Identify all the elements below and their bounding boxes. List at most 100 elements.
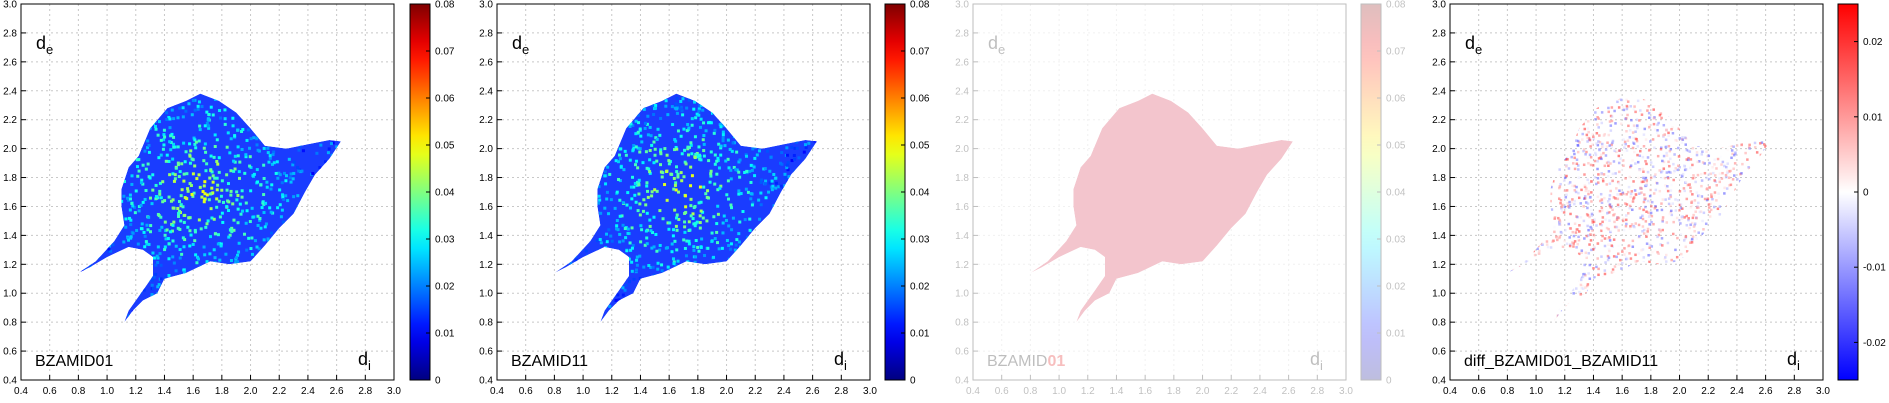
diff-cell — [1609, 162, 1612, 165]
diff-cell — [1607, 133, 1611, 137]
diff-cell — [1635, 139, 1639, 143]
density-cell — [244, 153, 248, 157]
density-cell — [204, 169, 208, 173]
diff-cell — [1647, 111, 1651, 115]
diff-cell — [1645, 233, 1649, 236]
diff-cell — [1675, 255, 1679, 259]
y-tick-label: 2.2 — [479, 115, 493, 126]
diff-cell — [1559, 223, 1563, 227]
diff-cell — [1600, 111, 1604, 114]
density-cell — [684, 205, 688, 209]
density-cell — [716, 212, 720, 216]
density-cell — [137, 158, 141, 162]
density-cell — [280, 181, 284, 185]
diff-cell — [1600, 142, 1604, 146]
density-cell — [223, 122, 227, 126]
density-cell — [281, 220, 285, 224]
density-cell — [198, 185, 202, 189]
diff-cell — [1646, 230, 1649, 233]
diff-cell — [1575, 158, 1579, 161]
diff-cell — [1610, 145, 1613, 149]
y-tick-label: 2.2 — [3, 115, 17, 126]
density-cell — [288, 176, 292, 180]
density-cell — [690, 123, 694, 127]
density-cell — [735, 238, 739, 242]
density-cell — [697, 107, 701, 111]
diff-cell — [1572, 162, 1575, 165]
density-cell — [637, 121, 641, 125]
diff-cell — [1689, 190, 1693, 193]
density-cell — [689, 143, 693, 147]
diff-cell — [1682, 187, 1686, 190]
density-cell — [185, 172, 189, 176]
density-cell — [675, 165, 679, 169]
density-cell — [605, 190, 609, 194]
diff-cell — [1641, 167, 1645, 171]
density-cell — [569, 261, 573, 265]
density-cell — [623, 227, 627, 231]
diff-cell — [1672, 162, 1675, 166]
density-cell — [633, 181, 637, 185]
density-cell — [716, 158, 720, 162]
density-cell — [165, 117, 169, 121]
diff-cell — [1718, 213, 1722, 216]
colorbar-tick-label: 0.07 — [910, 47, 930, 58]
diff-cell — [1664, 138, 1668, 142]
diff-cell — [1546, 245, 1550, 249]
density-cell — [672, 260, 676, 264]
density-cell — [191, 194, 195, 198]
diff-cell — [1689, 186, 1692, 189]
density-cell — [638, 147, 642, 151]
diff-cell — [1643, 193, 1646, 196]
diff-cell — [1613, 225, 1617, 229]
diff-cell — [1609, 189, 1612, 193]
density-cell — [169, 140, 173, 144]
diff-cell — [1620, 138, 1623, 142]
density-cell — [721, 139, 725, 143]
diff-cell — [1587, 136, 1591, 140]
diff-cell — [1618, 170, 1621, 174]
density-cell — [258, 218, 262, 222]
density-cell — [683, 194, 687, 198]
diff-cell — [1567, 167, 1571, 170]
diff-cell — [1589, 163, 1593, 167]
diff-cell — [1568, 200, 1571, 204]
density-cell — [164, 237, 168, 241]
density-cell — [156, 261, 160, 265]
diff-cell — [1667, 134, 1670, 137]
diff-cell — [1596, 116, 1599, 119]
diff-cell — [1642, 170, 1645, 173]
density-cell — [704, 192, 708, 196]
density-cell — [153, 124, 157, 128]
density-cell — [686, 145, 690, 149]
density-cell — [158, 252, 162, 256]
density-cell — [280, 208, 284, 212]
density-cell — [327, 147, 331, 151]
density-cell — [205, 162, 209, 166]
density-cell — [212, 155, 216, 159]
density-cell — [634, 132, 638, 136]
density-cell — [197, 139, 201, 143]
diff-cell — [1695, 237, 1699, 240]
diff-cell — [1615, 255, 1618, 259]
density-cell — [672, 228, 676, 232]
diff-cell — [1653, 249, 1657, 252]
density-cell — [670, 172, 674, 176]
diff-cell — [1664, 187, 1668, 190]
y-tick-label: 2.0 — [3, 144, 17, 155]
density-cell — [727, 224, 731, 228]
diff-cell — [1553, 217, 1556, 220]
x-tick-label: 1.0 — [576, 386, 590, 397]
density-cell — [613, 206, 617, 210]
density-cell — [790, 159, 794, 163]
density-cell — [605, 232, 609, 236]
density-cell — [729, 203, 733, 207]
density-cell — [272, 150, 276, 154]
diff-cell — [1594, 117, 1597, 121]
diff-cell — [1649, 161, 1653, 164]
density-cell — [698, 185, 702, 189]
density-cell — [216, 162, 220, 166]
density-cell — [178, 227, 182, 231]
diff-cell — [1648, 148, 1651, 152]
density-cell — [270, 231, 274, 235]
